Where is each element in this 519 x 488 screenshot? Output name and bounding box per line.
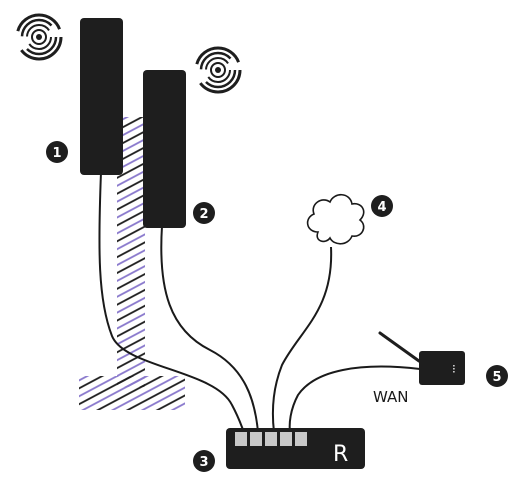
callout-number: 3 (199, 455, 208, 470)
router-port (235, 432, 247, 446)
antenna-1 (80, 18, 123, 175)
cable-wan (288, 365, 421, 433)
router-label: R (333, 442, 348, 467)
callout-number: 1 (52, 146, 61, 161)
modem-indicator: ⁝ (452, 362, 456, 376)
antenna-2 (143, 70, 186, 228)
callout-1: 1 (46, 141, 68, 163)
callout-number: 4 (377, 200, 386, 215)
wireless-signal-icon (15, 13, 63, 61)
callout-5: 5 (486, 365, 508, 387)
cable-antenna-2 (160, 225, 259, 433)
callout-number: 5 (492, 370, 501, 385)
cloud-icon (306, 193, 365, 245)
wan-label: WAN (373, 388, 409, 406)
wan-modem: ⁝ (378, 331, 465, 385)
cables (98, 171, 421, 433)
wall-hatching (79, 117, 185, 410)
router-port (280, 432, 292, 446)
cable-internet (271, 246, 333, 433)
router-ports (235, 432, 307, 446)
callout-2: 2 (193, 202, 215, 224)
callout-3: 3 (193, 450, 215, 472)
router-port (295, 432, 307, 446)
router: R (226, 428, 365, 469)
wireless-signal-icon (194, 46, 242, 94)
cable-antenna-1 (98, 171, 245, 433)
router-port (265, 432, 277, 446)
callout-number: 2 (199, 207, 208, 222)
callout-4: 4 (371, 195, 393, 217)
antenna-icon (378, 331, 421, 363)
router-port (250, 432, 262, 446)
